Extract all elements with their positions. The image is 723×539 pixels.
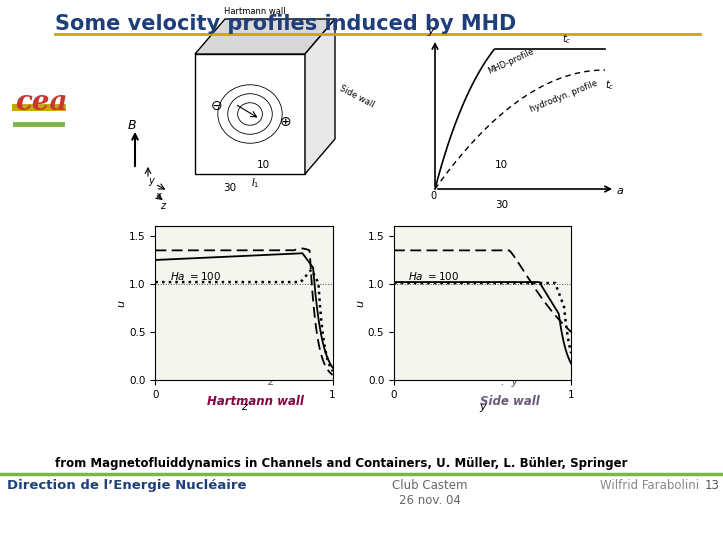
- Text: Side wall: Side wall: [338, 84, 375, 110]
- Text: z: z: [267, 377, 273, 387]
- Y-axis label: u: u: [355, 300, 365, 307]
- Text: from Magnetofluiddynamics in Channels and Containers, U. Müller, L. Bühler, Spri: from Magnetofluiddynamics in Channels an…: [55, 457, 628, 470]
- Text: MHD-profile: MHD-profile: [486, 47, 535, 76]
- Text: Hartmann wall: Hartmann wall: [224, 7, 286, 16]
- Text: ⊖: ⊖: [211, 99, 223, 113]
- Text: Side wall: Side wall: [480, 395, 540, 408]
- Text: Club Castem
26 nov. 04: Club Castem 26 nov. 04: [393, 479, 468, 507]
- Polygon shape: [305, 19, 335, 174]
- Text: 30: 30: [223, 183, 236, 193]
- Text: Direction de l’Energie Nucléaire: Direction de l’Energie Nucléaire: [7, 479, 247, 492]
- Text: $I_1$: $I_1$: [251, 176, 260, 190]
- Text: Hartmann wall: Hartmann wall: [207, 395, 304, 408]
- Text: Wilfrid Farabolini: Wilfrid Farabolini: [600, 479, 699, 492]
- Text: 13: 13: [704, 479, 719, 492]
- X-axis label: y: y: [479, 403, 486, 412]
- Text: x: x: [155, 191, 161, 201]
- X-axis label: z: z: [241, 403, 247, 412]
- Text: y: y: [427, 26, 434, 36]
- Bar: [195, 54, 305, 174]
- Text: $Ha\ =100$: $Ha\ =100$: [408, 270, 460, 281]
- Text: 10: 10: [495, 160, 508, 170]
- Y-axis label: u: u: [116, 300, 127, 307]
- Text: 10: 10: [257, 160, 270, 170]
- Text: 0: 0: [430, 191, 436, 201]
- Polygon shape: [195, 19, 335, 54]
- Text: 30: 30: [495, 200, 508, 210]
- Text: a: a: [617, 186, 624, 196]
- Text: $t_c$: $t_c$: [562, 32, 572, 46]
- Text: cea: cea: [15, 89, 67, 116]
- Text: $Ha\ =100$: $Ha\ =100$: [170, 270, 221, 281]
- Text: ⊕: ⊕: [279, 115, 291, 129]
- Text: $t_c$: $t_c$: [605, 78, 615, 92]
- Text: .  y: . y: [502, 377, 518, 387]
- Text: Some velocity profiles induced by MHD: Some velocity profiles induced by MHD: [55, 14, 516, 34]
- Text: y: y: [148, 176, 154, 186]
- Text: hydrodyn. profile: hydrodyn. profile: [529, 79, 599, 114]
- Text: z: z: [160, 201, 165, 211]
- Text: B: B: [128, 119, 137, 132]
